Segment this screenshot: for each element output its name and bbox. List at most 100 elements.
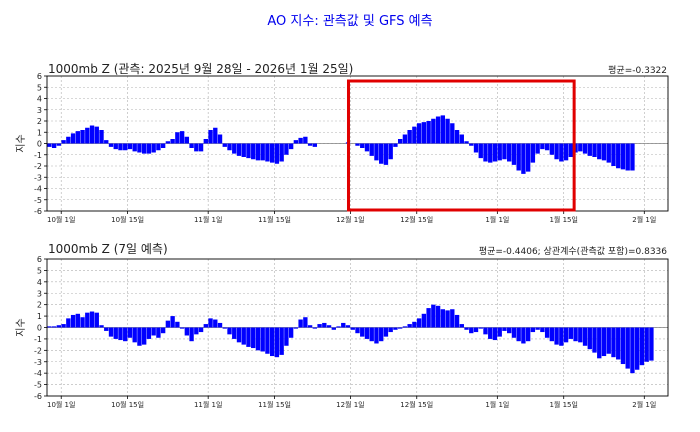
bar (151, 143, 156, 153)
bar (208, 130, 213, 144)
x-tick-label: 1월 1일 (485, 400, 509, 409)
bar (341, 322, 346, 328)
bar (170, 139, 175, 144)
bar (625, 327, 630, 369)
y-tick-label: 6 (37, 72, 42, 81)
bar (521, 143, 526, 174)
bar (89, 125, 95, 144)
bar (535, 143, 540, 154)
bar (137, 143, 142, 153)
bar (397, 139, 403, 144)
x-tick-label: 10월 1일 (47, 215, 75, 224)
highlight-box (346, 79, 576, 212)
bar (222, 327, 227, 329)
bar (554, 327, 559, 345)
bar (284, 327, 289, 346)
y-tick-label: 4 (37, 95, 42, 104)
bar (473, 143, 479, 153)
x-tick-label: 10월 1일 (47, 400, 75, 409)
bar (649, 327, 654, 361)
bar (450, 123, 455, 144)
bar (66, 136, 71, 144)
bar (440, 309, 446, 328)
bar (620, 143, 626, 170)
bar (492, 143, 498, 162)
bar (232, 143, 237, 154)
bar (94, 312, 99, 328)
bar (312, 143, 318, 147)
bar (525, 327, 531, 342)
bar (312, 327, 318, 329)
bar (345, 325, 351, 328)
bar (488, 327, 493, 339)
bar (473, 327, 479, 333)
bar (502, 143, 507, 160)
bar (412, 321, 417, 328)
y-tick-label: -2 (34, 162, 42, 171)
bar (99, 130, 104, 144)
bar (203, 324, 208, 328)
bar (601, 143, 607, 161)
bar (165, 141, 171, 144)
bar (597, 143, 602, 160)
bar (469, 327, 474, 334)
bar (236, 143, 242, 156)
bar (507, 143, 512, 162)
bar (47, 326, 52, 328)
bar (416, 123, 422, 144)
bar (198, 327, 204, 333)
bar (559, 143, 564, 162)
figure-title: AO 지수: 관측값 및 GFS 예측 (267, 14, 433, 29)
bar (175, 132, 180, 144)
bar (132, 143, 137, 152)
bar (85, 127, 90, 144)
bar (616, 327, 621, 360)
bar (374, 327, 379, 344)
bar (80, 317, 85, 328)
bar (454, 314, 460, 328)
bar (288, 143, 294, 150)
x-tick-label: 12월 1일 (336, 215, 364, 224)
bar (80, 130, 85, 144)
bar (165, 320, 171, 328)
bar (587, 327, 592, 350)
bar (141, 327, 147, 345)
bar (630, 143, 635, 171)
y-tick-label: -1 (34, 335, 42, 344)
y-tick-label: -5 (34, 196, 42, 205)
bar (217, 322, 223, 328)
bar (412, 126, 417, 144)
bar (141, 143, 147, 154)
bar (203, 139, 208, 144)
bar (89, 311, 95, 328)
bar (260, 143, 265, 161)
y-axis-label: 지수 (15, 134, 27, 152)
y-tick-label: 5 (37, 83, 42, 92)
bar (635, 327, 640, 370)
bar (507, 327, 512, 334)
bar (255, 143, 261, 161)
bar (322, 322, 327, 328)
bar (194, 327, 199, 335)
y-tick-label: -4 (34, 369, 42, 378)
x-tick-label: 10월 15일 (111, 215, 144, 224)
bar (123, 143, 128, 151)
bar (232, 327, 237, 339)
bar (587, 143, 592, 156)
bar (298, 137, 303, 144)
bar (241, 327, 246, 345)
bar (445, 118, 450, 144)
y-tick-label: 3 (37, 106, 42, 115)
bar (56, 325, 62, 328)
bar (288, 327, 294, 338)
bar (559, 327, 564, 346)
bar (75, 313, 80, 328)
bar (478, 143, 483, 159)
bar (454, 130, 460, 144)
bar (170, 316, 175, 328)
bar (431, 118, 436, 144)
y-tick-label: -6 (34, 207, 42, 216)
bar (582, 143, 588, 154)
y-tick-label: -3 (34, 358, 42, 367)
bar (497, 143, 502, 161)
